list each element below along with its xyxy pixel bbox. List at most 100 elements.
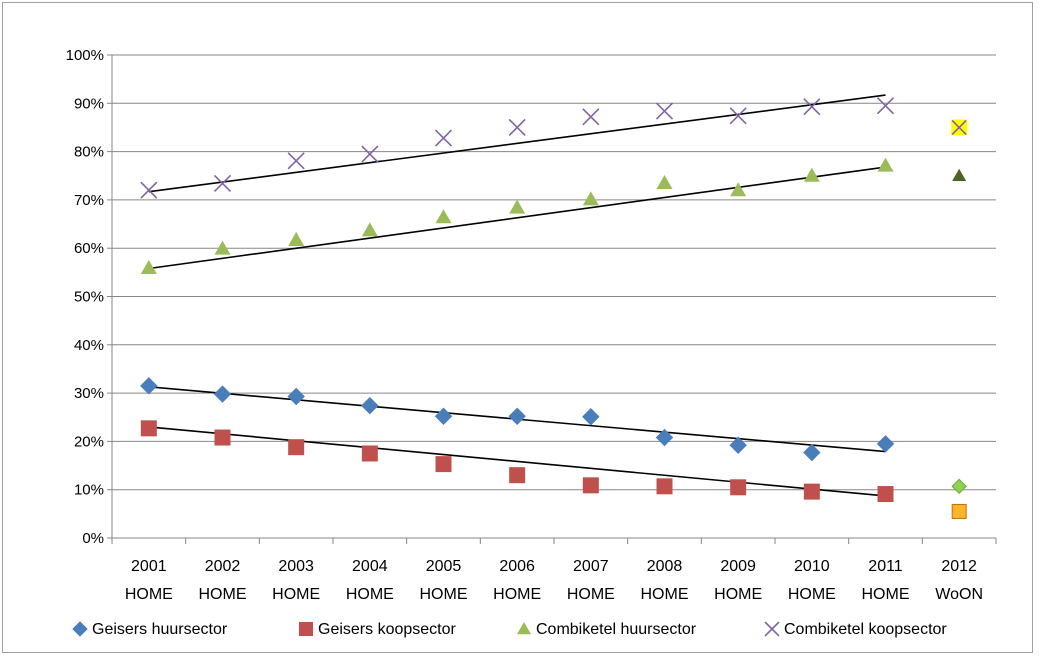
point-geisers-huursector: [729, 436, 747, 454]
x-stroke: [434, 129, 453, 147]
x-stroke: [951, 119, 967, 136]
y-tick-label: 20%: [74, 433, 104, 450]
y-tick-label: 40%: [74, 337, 104, 354]
legend-marker-combiketel-huursector: [517, 622, 531, 635]
point-geisers-koopsector: [656, 478, 673, 495]
x-tick-label: HOME: [567, 586, 615, 603]
legend-marker-geisers-huursector: [72, 621, 88, 637]
trendlines: [148, 94, 886, 497]
x-tick-label: HOME: [788, 586, 836, 603]
x-stroke: [582, 108, 600, 126]
point-2012-geisers-huursector: [951, 478, 967, 495]
point-combiketel-koopsector: [213, 174, 232, 193]
x-tick-label: HOME: [346, 586, 394, 603]
x-stroke: [213, 174, 232, 193]
x-tick-label: 2006: [499, 558, 535, 575]
x-tick-label: 2008: [647, 558, 683, 575]
point-combiketel-huursector: [288, 231, 305, 246]
point-geisers-koopsector: [803, 483, 820, 500]
x-tick-label: HOME: [272, 586, 320, 603]
y-tick-label: 10%: [74, 482, 104, 499]
x-tick-label: HOME: [493, 586, 541, 603]
y-tick-label: 90%: [74, 95, 104, 112]
point-2012-geisers-koopsector: [951, 503, 967, 519]
y-tick-label: 60%: [74, 240, 104, 257]
point-combiketel-huursector: [877, 157, 894, 172]
y-tick-label: 70%: [74, 192, 104, 209]
x-tick-label: 2003: [278, 558, 314, 575]
x-stroke: [140, 181, 158, 199]
trendline-combiketel-huursector: [148, 166, 886, 270]
legend-label: Combiketel huursector: [536, 621, 697, 638]
x-stroke: [361, 145, 379, 163]
legend-item-combiketel-koopsector: Combiketel koopsector: [764, 621, 947, 638]
point-combiketel-koopsector: [655, 102, 674, 120]
point-geisers-koopsector: [730, 479, 747, 496]
x-tick-label: 2011: [868, 558, 903, 575]
point-combiketel-huursector: [361, 222, 378, 237]
data-points: [140, 97, 968, 519]
x-tick-label: 2004: [352, 558, 388, 575]
point-2012-combiketel-koopsector: [951, 119, 968, 136]
x-tick-label: 2005: [426, 558, 462, 575]
x-tick-label: HOME: [714, 586, 762, 603]
x-stroke: [729, 107, 747, 125]
point-combiketel-koopsector: [582, 108, 600, 126]
point-combiketel-huursector: [803, 167, 820, 182]
point-combiketel-koopsector: [508, 118, 526, 137]
point-geisers-huursector: [508, 407, 526, 425]
point-geisers-koopsector: [435, 456, 452, 473]
point-combiketel-koopsector: [876, 97, 895, 115]
point-geisers-huursector: [655, 428, 674, 447]
x-tick-label: 2002: [205, 558, 241, 575]
point-combiketel-koopsector: [803, 98, 821, 116]
point-combiketel-koopsector: [140, 181, 158, 199]
x-tick-label: 2010: [794, 558, 830, 575]
point-combiketel-koopsector: [434, 129, 453, 147]
point-geisers-huursector: [287, 387, 305, 406]
x-tick-label: 2012: [941, 558, 977, 575]
point-combiketel-huursector: [656, 174, 673, 189]
point-geisers-huursector: [434, 407, 453, 425]
x-stroke: [803, 98, 821, 116]
legend: Geisers huursector Geisers koopsector Comb…: [72, 621, 947, 638]
point-2012-combiketel-huursector: [952, 168, 967, 181]
x-tick-label: 2001: [131, 558, 167, 575]
point-geisers-koopsector: [361, 445, 378, 462]
legend-marker-combiketel-koopsector: [764, 621, 780, 637]
x-tick-label: HOME: [862, 586, 910, 603]
x-tick-label: HOME: [125, 586, 173, 603]
x-stroke: [764, 621, 780, 637]
x-stroke: [287, 152, 305, 170]
point-geisers-huursector: [582, 408, 600, 426]
y-axis: 0% 10% 20% 30% 40% 50% 60% 70% 80% 90% 100%: [66, 47, 113, 547]
x-tick-label: HOME: [641, 586, 689, 603]
y-tick-label: 30%: [74, 385, 104, 402]
point-combiketel-huursector: [435, 209, 452, 224]
point-combiketel-huursector: [509, 199, 526, 214]
x-stroke: [876, 97, 895, 115]
point-geisers-huursector: [803, 443, 821, 462]
point-combiketel-huursector: [214, 240, 231, 255]
point-combiketel-koopsector: [361, 145, 379, 163]
point-geisers-koopsector: [877, 486, 894, 503]
legend-marker-geisers-koopsector: [299, 622, 313, 636]
trendline-combiketel-koopsector: [148, 94, 886, 193]
trendline-geisers-koopsector: [148, 426, 886, 497]
point-geisers-huursector: [140, 377, 158, 395]
legend-label: Combiketel koopsector: [784, 621, 947, 638]
y-tick-label: 50%: [74, 289, 104, 306]
y-tick-label: 100%: [66, 47, 104, 64]
legend-item-geisers-koopsector: Geisers koopsector: [299, 621, 457, 638]
gridlines: [112, 54, 996, 491]
x-axis: 2001 HOME 2002 HOME 2003 HOME 2004 HOME 2005 HOME…: [111, 537, 997, 603]
point-geisers-koopsector: [140, 420, 157, 437]
point-combiketel-koopsector: [729, 107, 747, 125]
y-tick-label: 0%: [82, 530, 104, 547]
point-combiketel-huursector: [140, 260, 157, 275]
legend-label: Geisers koopsector: [318, 621, 457, 638]
point-combiketel-koopsector: [287, 152, 305, 170]
x-stroke: [655, 102, 674, 120]
